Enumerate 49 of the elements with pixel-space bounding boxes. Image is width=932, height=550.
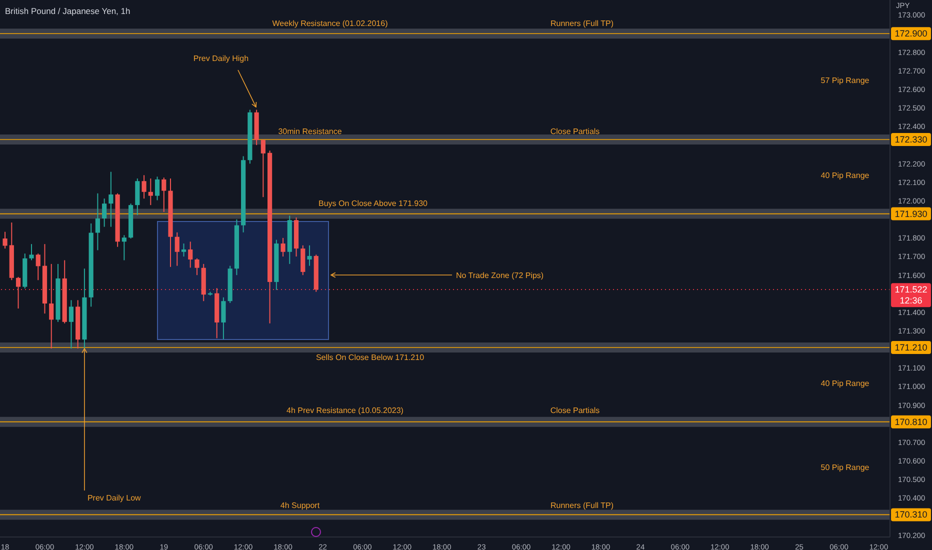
candlestick — [280, 237, 286, 258]
candlestick — [188, 241, 193, 268]
annotation: Prev Daily Low — [87, 493, 142, 502]
candlestick — [142, 174, 146, 200]
annotation: Runners (Full TP) — [550, 501, 614, 510]
candlestick — [194, 258, 200, 276]
annotation: Weekly Resistance (01.02.2016) — [272, 19, 388, 28]
ref-line-label: 170.810 — [894, 416, 928, 427]
annotation: No Trade Zone (72 Pips) — [456, 271, 544, 280]
ref-line-label: 171.930 — [894, 208, 928, 219]
ref-line-label: 172.900 — [894, 28, 928, 39]
candlestick — [29, 244, 34, 261]
ref-line-label: 170.310 — [894, 510, 928, 520]
candlestick — [122, 234, 126, 261]
candlestick — [300, 244, 306, 276]
candlestick — [307, 244, 312, 266]
candlestick — [174, 232, 180, 266]
annotation: 30min Resistance — [278, 127, 342, 136]
candlestick — [95, 192, 100, 251]
annotation: Runners (Full TP) — [550, 19, 614, 28]
annotation: Close Partials — [550, 127, 600, 136]
annotation: Prev Daily High — [193, 54, 249, 63]
annotation: 4h Prev Resistance (10.05.2023) — [286, 406, 404, 415]
annotation: 50 Pip Range — [820, 463, 870, 472]
candlestick — [181, 243, 186, 258]
candlestick — [49, 263, 54, 349]
candlestick — [135, 178, 140, 216]
candlestick — [68, 300, 74, 349]
annotation: Buys On Close Above 171.930 — [318, 199, 428, 208]
candlestick — [108, 171, 114, 228]
candlestick — [102, 198, 107, 228]
ref-line-label: 172.330 — [894, 134, 928, 144]
annotation: 40 Pip Range — [820, 379, 870, 388]
candlestick — [148, 178, 153, 206]
text: British Pound / Japanese Yen, 1h — [5, 6, 131, 16]
candlestick — [36, 253, 40, 281]
candlestick — [16, 276, 21, 310]
candlestick — [162, 177, 166, 212]
annotation: Sells On Close Below 171.210 — [316, 353, 425, 362]
candlestick — [154, 176, 160, 201]
annotation: 40 Pip Range — [820, 171, 870, 180]
annotation: 4h Support — [280, 501, 320, 510]
annotation: 57 Pip Range — [820, 76, 870, 85]
ref-line-label: 171.210 — [894, 342, 928, 353]
candlestick — [221, 296, 226, 340]
candlestick — [2, 231, 8, 250]
ref-line-label: 171.522 12:36 — [894, 284, 928, 306]
annotation: Close Partials — [550, 406, 600, 415]
candlestick — [260, 138, 266, 198]
